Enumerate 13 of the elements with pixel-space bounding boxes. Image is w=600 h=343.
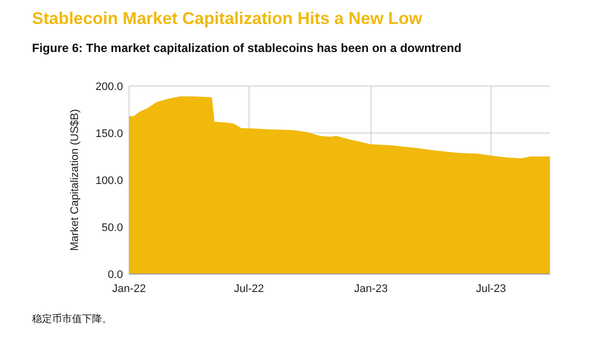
y-tick-label: 50.0 <box>102 222 123 234</box>
x-tick-label: Jul-23 <box>476 283 506 295</box>
y-tick-label: 200.0 <box>95 81 123 93</box>
x-tick-label: Jan-22 <box>112 283 146 295</box>
x-tick-label: Jan-23 <box>354 283 388 295</box>
chart-subtitle: Figure 6: The market capitalization of stablecoins has been on a downtrend <box>32 41 462 55</box>
y-tick-label: 0.0 <box>108 269 123 281</box>
x-tick-label: Jul-22 <box>234 283 264 295</box>
y-axis-title: Market Capitalization (US$B) <box>69 109 81 251</box>
text: 稳定币市值下降。 <box>32 313 112 325</box>
chart-title: Stablecoin Market Capitalization Hits a New Low <box>32 9 423 28</box>
y-tick-label: 100.0 <box>95 175 123 187</box>
y-tick-label: 150.0 <box>95 128 123 140</box>
